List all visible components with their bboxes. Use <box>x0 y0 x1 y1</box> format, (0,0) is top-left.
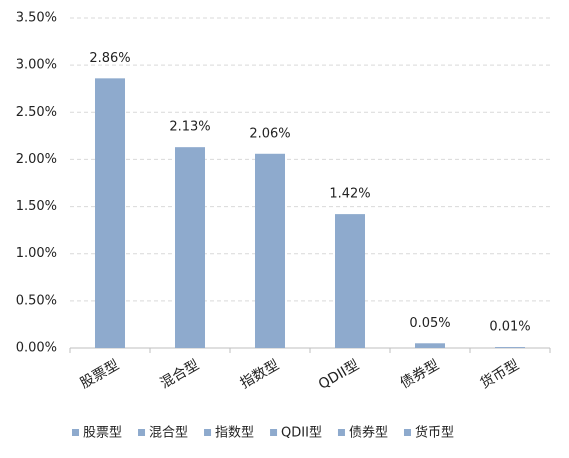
y-tick-label: 0.50% <box>16 293 57 308</box>
legend-swatch <box>337 429 345 436</box>
x-tick-label: 货币型 <box>477 356 522 392</box>
value-label: 2.86% <box>89 51 130 66</box>
x-tick-label: 混合型 <box>158 357 202 392</box>
value-label: 1.42% <box>329 187 370 202</box>
legend-swatch <box>204 429 212 436</box>
legend-label: 混合型 <box>149 426 188 441</box>
x-tick-label: 债券型 <box>398 357 442 392</box>
bar <box>415 343 445 348</box>
bar <box>175 147 205 348</box>
legend-swatch <box>72 429 79 436</box>
legend-label: 债券型 <box>349 425 388 441</box>
y-tick-label: 3.50% <box>16 11 57 26</box>
y-tick-label: 1.50% <box>16 199 57 214</box>
y-tick-label: 1.00% <box>16 246 57 261</box>
bar <box>335 214 365 348</box>
value-label: 2.06% <box>249 126 290 141</box>
bar <box>95 78 125 348</box>
x-tick-label: 股票型 <box>78 357 122 392</box>
bar <box>495 347 525 348</box>
y-tick-label: 2.00% <box>16 152 57 167</box>
bar <box>255 153 285 348</box>
legend-swatch <box>138 429 146 436</box>
legend-label: 货币型 <box>415 425 454 441</box>
y-tick-label: 3.00% <box>16 58 57 73</box>
value-label: 0.05% <box>409 316 450 331</box>
x-tick-label: QDII型 <box>316 357 362 393</box>
legend-label: QDII型 <box>281 426 322 441</box>
legend-label: 股票型 <box>83 426 122 441</box>
x-tick-label: 指数型 <box>238 357 282 392</box>
legend-label: 指数型 <box>215 426 254 441</box>
legend-swatch <box>270 429 278 436</box>
y-tick-label: 2.50% <box>16 105 57 120</box>
value-label: 2.13% <box>169 120 210 135</box>
legend-swatch <box>403 429 411 436</box>
y-tick-label: 0.00% <box>16 341 57 356</box>
value-label: 0.01% <box>489 320 530 335</box>
